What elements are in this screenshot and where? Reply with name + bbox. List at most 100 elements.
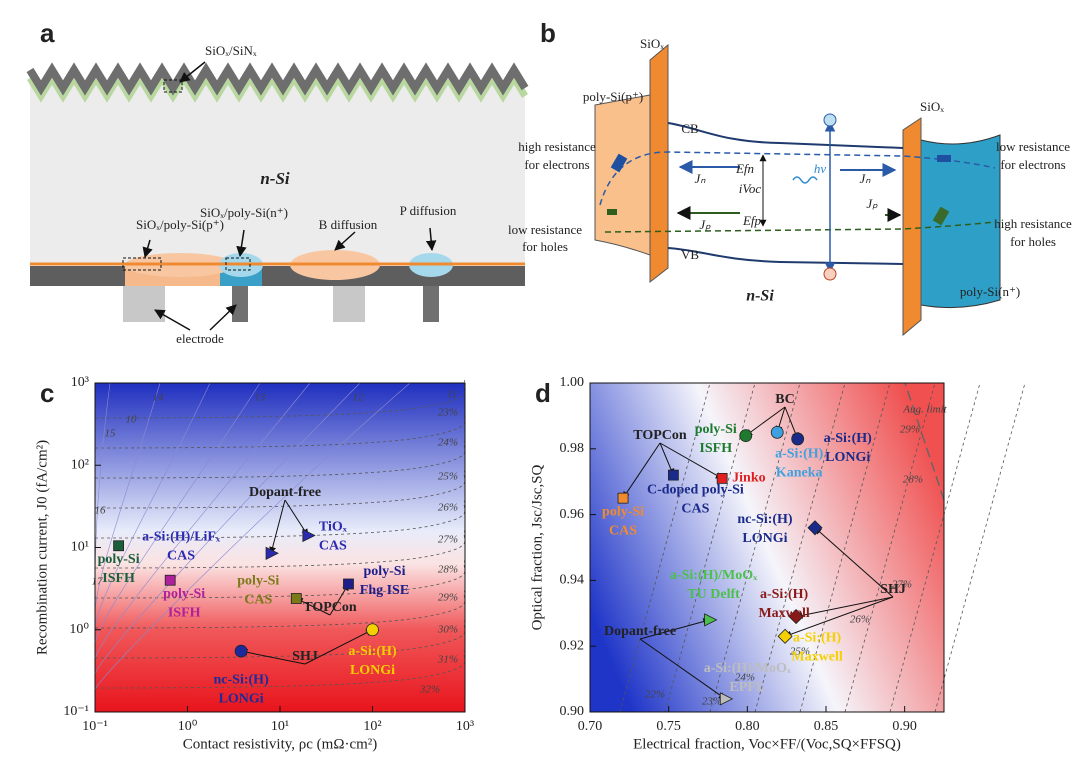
point (719, 692, 734, 706)
panel-b (594, 43, 1001, 337)
contour (844, 382, 936, 713)
electrode (232, 286, 248, 322)
point-label: CAS (319, 539, 347, 554)
x-tick-label: 0.85 (814, 719, 839, 734)
diagram-label: Jₚ (866, 196, 878, 211)
point-label: a-Si:(H) (760, 587, 809, 602)
diagram-label: electrode (176, 331, 224, 346)
diagram-label: P diffusion (400, 203, 457, 218)
point (716, 473, 728, 484)
x-tick-label: 10⁻¹ (82, 719, 108, 734)
point-label: poly-Si (163, 586, 205, 601)
point (265, 546, 279, 560)
point-label: EPFL (729, 680, 765, 695)
passivation-layer (27, 71, 528, 103)
poly-si-p (594, 94, 651, 256)
x-tick-label: 0.70 (578, 719, 603, 734)
quasi-fermi-p (604, 221, 996, 233)
contour-label: 23% (702, 696, 722, 708)
x-tick-label: 10¹ (271, 719, 289, 734)
annotation-arrow (814, 527, 894, 598)
annotation-arrow (295, 598, 331, 616)
point-label: poly-Si (602, 504, 644, 519)
point-label: a-Si:(H) (348, 644, 397, 659)
diagram-label: SiOₓ (640, 36, 664, 51)
panel-label: d (535, 378, 551, 408)
point-label: a-Si:(H) (824, 431, 873, 446)
diagram-label: VB (681, 247, 699, 262)
contour-label: 16 (95, 505, 107, 517)
contour-label: 24% (438, 437, 458, 449)
point (234, 644, 248, 658)
contour-label: Aug. limit (902, 404, 947, 416)
diagram-label: for holes (522, 239, 568, 254)
point-label: LONGi (350, 663, 395, 678)
group-label: Dopant-free (604, 624, 676, 639)
x-tick-label: 0.80 (735, 719, 760, 734)
contour (94, 382, 411, 691)
n-si-body (30, 78, 525, 264)
point-label: nc-Si:(H) (214, 672, 270, 687)
x-tick-label: 10³ (456, 719, 474, 734)
annotation-arrow (659, 442, 723, 479)
point-label: a-Si:(H) (775, 447, 824, 462)
y-tick-label: 1.00 (560, 375, 585, 390)
point (302, 528, 316, 543)
point-label: Jinko (732, 471, 765, 486)
diagram-label: poly-Si(n⁺) (960, 284, 1020, 299)
annotation-arrow (284, 499, 309, 537)
contour-label: 25% (790, 646, 810, 658)
y-tick-label: 0.96 (560, 507, 585, 522)
contour-label: 14 (153, 392, 165, 404)
diagram-label: SiOₓ (920, 99, 944, 114)
point-label: LONGi (219, 691, 264, 706)
dashed-box (225, 257, 251, 271)
conduction-band (667, 122, 904, 149)
point (667, 469, 679, 481)
point-label: a-Si:(H)/MoOₓ (670, 568, 758, 583)
diagram-label: n-Si (746, 288, 774, 305)
diagram-label: hν (814, 161, 827, 176)
diagram-label: n-Si (260, 169, 290, 188)
plot-background (95, 383, 465, 712)
point-label: Fhg ISE (360, 583, 409, 598)
charts: 23% 24% 25% 26% 27% 28% 29% 30% 31% 32% 10 11 12 13 14… (34, 375, 1026, 752)
panel-label: a (40, 18, 55, 48)
point-label: LONGi (742, 531, 787, 546)
point-label: Maxwell (791, 650, 842, 665)
annotation-arrow (784, 596, 894, 638)
point (366, 623, 379, 637)
point (164, 574, 176, 586)
diagram-label: B diffusion (319, 217, 378, 232)
contour (94, 382, 161, 616)
point-label: a-Si:(H) (793, 631, 842, 646)
diagram-label: low resistance (996, 139, 1070, 154)
electron (823, 113, 837, 127)
group-label: TOPCon (303, 600, 357, 615)
electrode (123, 286, 165, 322)
photon (792, 176, 818, 184)
group-label: SHJ (292, 649, 318, 664)
sio-layer (649, 43, 669, 284)
point-label: TiOₓ (319, 520, 348, 535)
diagram-label: high resistance (994, 216, 1072, 231)
contour-label: 26% (438, 502, 458, 514)
point-label: CAS (681, 501, 709, 516)
arrows (142, 61, 437, 331)
panel-a (26, 61, 529, 331)
annotation-arrow (269, 499, 286, 554)
contour-label: 12 (353, 392, 365, 404)
diagram-label: for electrons (1000, 157, 1065, 172)
y-tick-label: 10² (71, 457, 89, 472)
contact-icon (937, 155, 951, 162)
contour-label: 29% (438, 592, 458, 604)
quasi-fermi-n (599, 151, 996, 206)
point (791, 432, 805, 446)
annotation-arrow (622, 442, 661, 499)
x-tick-label: 10² (363, 719, 381, 734)
group-label: Dopant-free (249, 485, 321, 500)
x-tick-label: 0.75 (656, 719, 681, 734)
point-label: poly-Si (98, 552, 140, 567)
point-label: Kaneka (776, 466, 823, 481)
